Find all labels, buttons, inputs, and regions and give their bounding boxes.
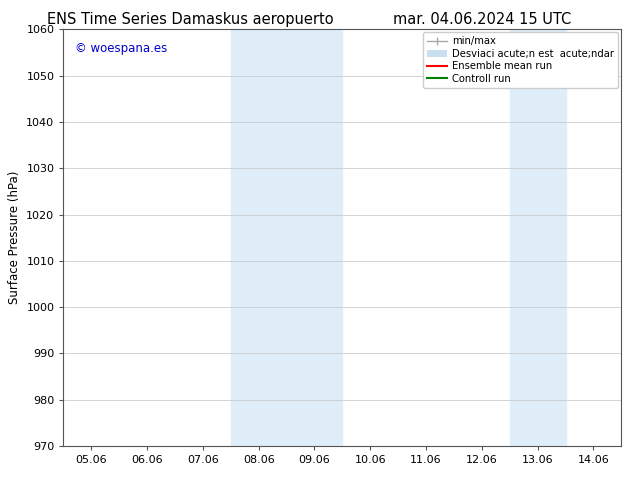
Bar [510, 29, 566, 446]
Text: mar. 04.06.2024 15 UTC: mar. 04.06.2024 15 UTC [392, 12, 571, 27]
Text: ENS Time Series Damaskus aeropuerto: ENS Time Series Damaskus aeropuerto [47, 12, 333, 27]
Y-axis label: Surface Pressure (hPa): Surface Pressure (hPa) [8, 171, 21, 304]
Bar [231, 29, 287, 446]
Legend: min/max, Desviaci acute;n est  acute;ndar, Ensemble mean run, Controll run: min/max, Desviaci acute;n est acute;ndar… [424, 32, 618, 88]
Bar [287, 29, 342, 446]
Text: © woespana.es: © woespana.es [75, 42, 167, 55]
